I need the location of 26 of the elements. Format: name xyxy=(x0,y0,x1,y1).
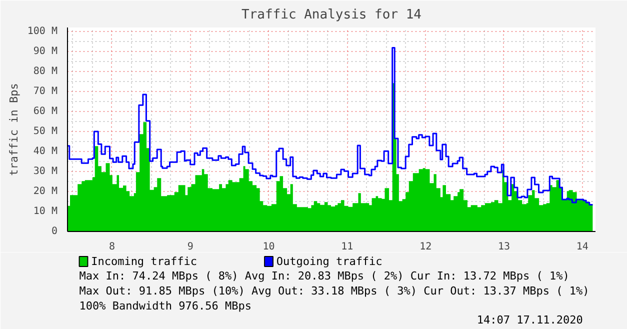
x-tick-label: 10 xyxy=(262,242,275,252)
y-tick-label: 90 M xyxy=(33,46,58,57)
y-tick-label: 30 M xyxy=(33,166,58,177)
y-tick-label: 70 M xyxy=(33,86,58,97)
text: Max Out: 91.85 MBps (10%) Avg Out: 33.18 MBps ( 3%) Cur Out: 13.37 MBps ( 1%) xyxy=(79,284,590,298)
x-tick-label: 11 xyxy=(341,242,354,252)
chart-title: Traffic Analysis for 14 xyxy=(241,8,422,22)
text: 100% Bandwidth 976.56 MBps xyxy=(79,300,252,312)
y-tick-label: 20 M xyxy=(33,186,58,197)
y-tick-label: 100 M xyxy=(27,26,58,37)
y-tick-label: 0 xyxy=(51,226,58,237)
y-tick-label: 40 M xyxy=(33,146,58,157)
x-tick-label: 8 xyxy=(108,242,115,252)
text: Max In: 74.24 MBps ( 8%) Avg In: 20.83 MBps ( 2%) Cur In: 13.72 MBps ( 1%) xyxy=(79,270,570,282)
legend-label: Incoming traffic xyxy=(91,255,198,268)
x-tick-label: 9 xyxy=(187,242,194,252)
y-tick-label: 80 M xyxy=(33,66,58,77)
y-tick-label: 60 M xyxy=(33,106,58,117)
y-tick-label: 10 M xyxy=(33,206,58,217)
x-tick-label: 13 xyxy=(498,242,510,252)
y-tick-label: 50 M xyxy=(33,126,58,137)
x-tick-label: 14 xyxy=(576,242,588,252)
legend-label: Outgoing traffic xyxy=(276,255,382,268)
x-tick-label: 12 xyxy=(420,242,432,252)
y-axis-title: traffic in Bps xyxy=(7,83,20,176)
text: 14:07 17.11.2020 xyxy=(476,314,583,326)
